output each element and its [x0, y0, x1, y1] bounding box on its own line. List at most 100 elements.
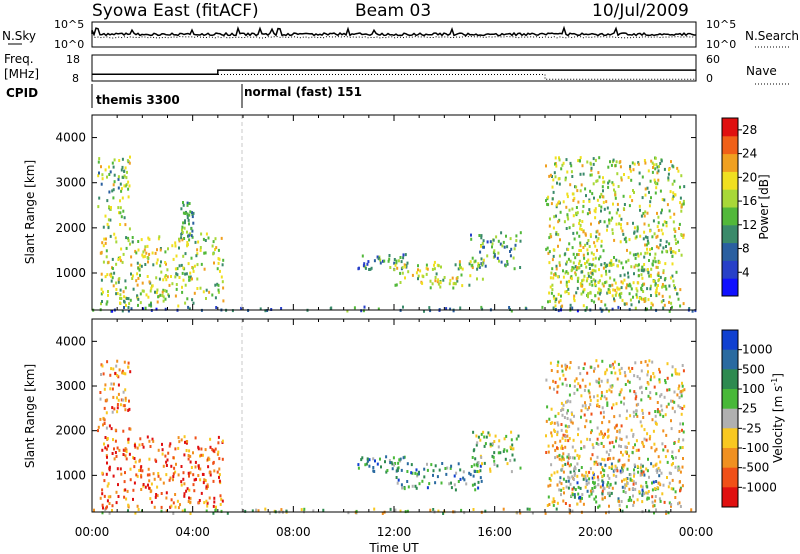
velocity-cell [554, 441, 557, 445]
velocity-cell [620, 437, 623, 441]
velocity-cell [105, 472, 108, 476]
velocity-cell [679, 505, 682, 508]
velocity-cell [183, 453, 186, 457]
velocity-cell [221, 439, 224, 443]
noise-tick-left-top: 10^5 [54, 18, 84, 31]
power-cell [617, 185, 620, 188]
power-cell [594, 294, 597, 298]
velocity-cell [672, 456, 675, 460]
power-cell [615, 160, 618, 164]
power-cell [157, 295, 160, 299]
velocity-cell [640, 398, 643, 402]
power-cell [614, 164, 617, 168]
power-cell [656, 171, 659, 175]
velocity-cell [606, 474, 609, 478]
velocity-cell [573, 379, 576, 383]
velocity-cell [646, 432, 649, 436]
velocity-cell [477, 480, 480, 484]
velocity-cell [547, 450, 550, 454]
power-cell [661, 285, 664, 289]
power-cell [639, 234, 642, 238]
velocity-cell [183, 492, 186, 496]
velocity-cell [116, 396, 118, 400]
power-cell [637, 281, 640, 285]
power-cell [591, 192, 594, 196]
power-cell [97, 205, 100, 209]
power-cell [667, 176, 670, 180]
velocity-cell [625, 445, 628, 449]
velocity-cell [640, 360, 643, 364]
power-cell [166, 268, 169, 272]
power-cell [568, 279, 570, 283]
velocity-cell [550, 463, 553, 467]
velocity-cell [107, 444, 110, 448]
power-cell [667, 178, 670, 182]
power-cell [636, 252, 639, 256]
power-cell [584, 233, 587, 237]
velocity-cell [598, 504, 601, 508]
power-cell [143, 248, 146, 252]
velocity-cell [657, 455, 660, 459]
velocity-cell [664, 455, 667, 459]
power-cell [146, 244, 149, 248]
power-cell [640, 268, 643, 272]
velocity-cell [124, 408, 127, 412]
velocity-cell [154, 458, 157, 462]
power-cell [554, 156, 557, 160]
velocity-cell [627, 366, 630, 370]
velocity-cell [584, 477, 587, 481]
velocity-cell [506, 462, 509, 466]
velocity-cell [183, 435, 186, 439]
velocity-cell [576, 481, 579, 485]
velocity-cell [204, 448, 207, 452]
power-cell [217, 248, 220, 252]
power-cell [101, 173, 104, 177]
power-cell [111, 276, 114, 280]
power-cell [118, 277, 121, 281]
power-cell [668, 284, 671, 288]
velocity-cell [556, 385, 559, 389]
velocity-cell [564, 424, 567, 428]
velocity-cell [561, 413, 564, 417]
velocity-cell [403, 487, 406, 491]
power-cell [192, 221, 195, 225]
power-cell [121, 157, 124, 161]
power-cell [570, 164, 573, 168]
velocity-cell [300, 508, 303, 512]
velocity-cell [172, 478, 174, 482]
power-cell [443, 276, 446, 279]
velocity-cell [157, 474, 160, 478]
power-cell [221, 280, 224, 284]
power-cell [553, 296, 556, 300]
power-cell [191, 211, 193, 215]
velocity-cell [613, 468, 616, 472]
velocity-cell [678, 430, 681, 433]
velocity-cell [553, 471, 556, 475]
power-cell [131, 236, 134, 239]
velocity-cell [198, 501, 201, 504]
velocity-cell [588, 406, 590, 410]
power-cell [502, 240, 505, 244]
power-cell [683, 185, 686, 189]
power-cell [151, 251, 154, 255]
velocity-cell [111, 504, 114, 508]
velocity-cell [101, 364, 104, 368]
velocity-cell [609, 384, 612, 388]
velocity-cell [626, 409, 628, 413]
power-cell [576, 211, 579, 215]
velocity-cell [105, 447, 108, 451]
velocity-cell [579, 497, 582, 501]
power-cell [650, 306, 653, 310]
power-cell [654, 182, 657, 186]
velocity-cell [580, 409, 583, 413]
power-cell [452, 309, 455, 313]
velocity-cell [585, 478, 588, 482]
power-cell [671, 254, 674, 258]
velocity-cell [567, 479, 570, 483]
velocity-cell [681, 381, 683, 385]
velocity-cell [600, 391, 603, 394]
power-cell [172, 257, 175, 261]
velocity-cell [558, 453, 561, 457]
power-cell [560, 294, 562, 298]
